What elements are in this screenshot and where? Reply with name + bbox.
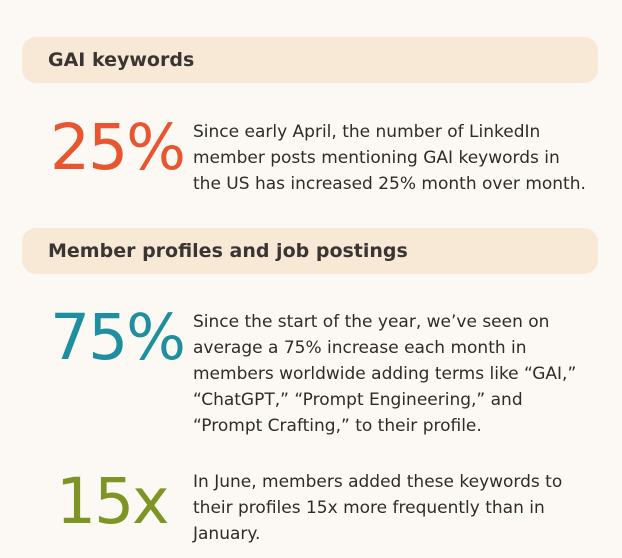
stat-value-15x: 15x [56,465,169,538]
section-heading-gai-keywords: GAI keywords [22,37,598,83]
stat-value-75-percent: 75% [50,301,186,374]
stat-value-25-percent: 25% [50,111,186,184]
stat-description: In June, members added these keywords to… [193,472,563,544]
section-heading-member-profiles: Member profiles and job postings [22,228,598,274]
section-heading-text: Member profiles and job postings [48,240,408,262]
stat-description: Since the start of the year, we’ve seen … [193,312,577,436]
section-heading-text: GAI keywords [48,49,195,71]
stat-description: Since early April, the number of LinkedI… [193,122,586,194]
